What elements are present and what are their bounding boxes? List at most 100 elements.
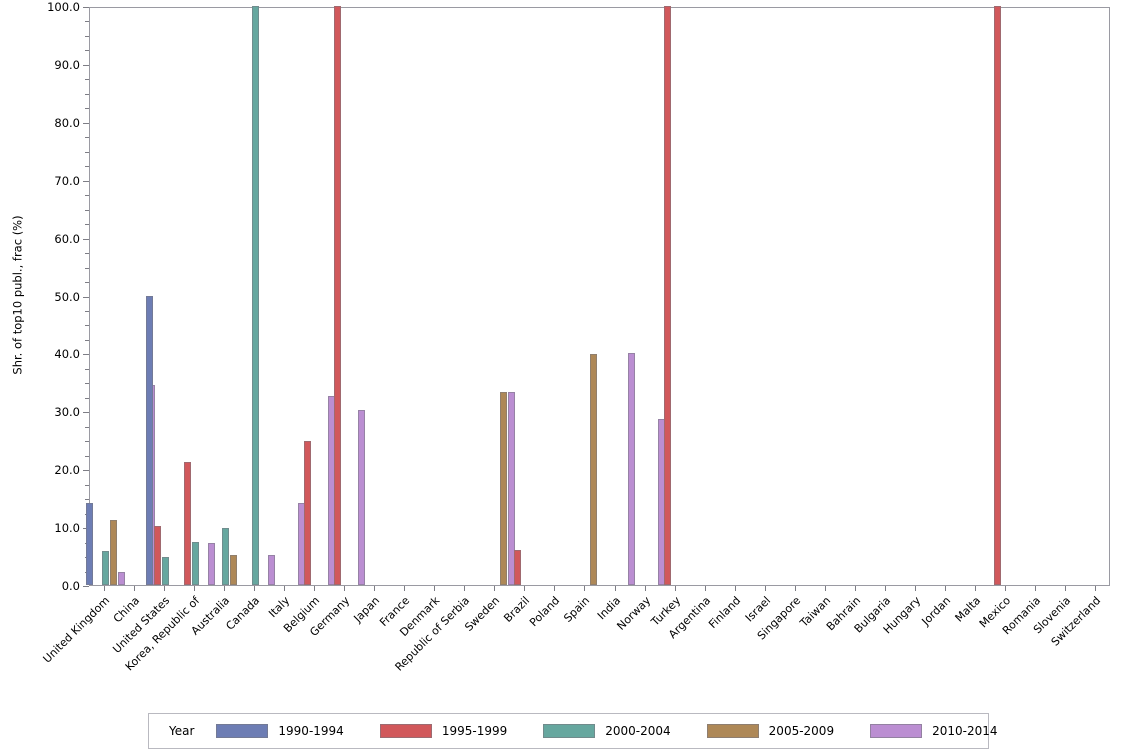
x-axis-tick [314,586,316,591]
legend-title: Year [169,724,195,738]
y-axis-tick-minor [85,325,89,327]
x-axis-tick [1004,586,1006,591]
x-axis-tick [644,586,646,591]
x-axis-tick [524,586,526,591]
y-axis-tick-label: 20.0 [54,463,80,478]
y-axis-tick-minor [85,267,89,269]
plot-area [85,6,1110,586]
y-axis-tick-label: 40.0 [54,347,80,362]
y-axis-tick-minor [85,368,89,370]
x-axis-tick [554,586,556,591]
x-axis-tick [344,586,346,591]
x-axis-tick-label: Jordan [919,594,954,628]
y-axis-tick-major [83,296,89,298]
bar [145,295,153,585]
y-axis-tick-label: 60.0 [54,231,80,246]
y-axis-tick-minor [85,253,89,255]
y-axis-tick-minor [85,166,89,168]
x-axis-tick [914,586,916,591]
y-axis-tick-minor [85,35,89,37]
x-axis-tick [824,586,826,591]
x-axis-tick [254,586,256,591]
bar [229,554,237,585]
y-axis-tick-label: 70.0 [54,173,80,188]
x-axis-tick [1034,586,1036,591]
y-axis-tick-major [83,7,89,8]
legend-entry-label: 1995-1999 [441,724,508,738]
legend-color-swatch [870,724,923,738]
legend-entry[interactable]: 2005-2009 [706,724,870,738]
x-axis-tick [704,586,706,591]
x-axis-tick [794,586,796,591]
x-axis-tick [404,586,406,591]
y-axis-tick-minor [85,137,89,139]
bar [207,542,215,585]
bar [191,541,199,585]
y-axis-tick-label: 10.0 [54,521,80,536]
x-axis-tick-label: Poland [527,594,563,630]
x-axis-tick [764,586,766,591]
legend-entry-label: 2005-2009 [768,724,835,738]
bar [153,525,161,585]
y-axis-tick-label: 50.0 [54,289,80,304]
bar [507,392,515,585]
bar [513,549,521,585]
y-axis-tick-minor [85,108,89,110]
bar [101,550,109,585]
y-axis-tick-minor [85,339,89,341]
legend-entry-label: 2000-2004 [605,724,671,738]
y-axis-tick-minor [85,21,89,23]
bar [183,462,191,585]
x-axis-tick-label: Italy [266,594,293,621]
bar [85,503,93,585]
y-axis-tick-minor [85,484,89,486]
legend-entries: 1990-1994 1995-1999 2000-2004 2005-2009 2010… [216,724,998,738]
x-axis-tick-label: Finland [705,594,743,631]
y-axis-tick-minor [85,383,89,385]
x-axis-tick [224,586,226,591]
bar [333,6,341,585]
y-axis-tick-minor [85,397,89,399]
bar [267,554,275,585]
y-axis-tick-label: 0.0 [61,579,80,593]
legend-entry[interactable]: 1995-1999 [379,724,543,738]
x-axis-tick [194,586,196,591]
legend-entry-label: 1990-1994 [278,724,344,738]
y-axis-tick-major [83,180,89,182]
y-axis-tick-minor [85,310,89,312]
bar [251,6,259,585]
y-axis-tick-minor [85,209,89,211]
bar [664,6,672,585]
y-axis-tick-major [83,122,89,124]
legend-entry[interactable]: 1990-1994 [216,724,379,738]
legend-entry[interactable]: 2000-2004 [543,724,706,738]
y-axis-tick-minor [85,441,89,443]
y-axis-tick-minor [85,224,89,226]
x-axis-tick-label: Spain [561,594,593,625]
y-axis-tick-minor [85,93,89,95]
legend-entry-label: 2010-2014 [932,724,998,738]
y-axis-tick-label: 100.0 [47,0,80,14]
x-axis-tick [1094,586,1096,591]
y-axis: 0.0 10.0 20.0 30.0 40.0 50.0 60.0 70.0 80.0 90.0 1… [0,0,89,593]
y-axis-tick-label: 80.0 [54,115,80,130]
y-axis-tick-major [83,64,89,66]
x-axis-tick [674,586,676,591]
y-axis-tick-minor [85,455,89,457]
y-axis-tick-label: 30.0 [54,405,80,420]
x-axis-tick [434,586,436,591]
legend-color-swatch [706,724,759,738]
x-axis-tick [734,586,736,591]
x-axis-tick [284,586,286,591]
y-axis-tick-minor [85,195,89,197]
y-axis-tick-major [83,238,89,240]
bar [221,527,229,585]
y-axis-tick-minor [85,79,89,81]
bar [303,440,311,585]
x-axis-tick [464,586,466,591]
x-axis-tick [374,586,376,591]
bar [499,392,507,585]
legend-entry[interactable]: 2010-2014 [870,724,998,738]
x-axis-tick [584,586,586,591]
